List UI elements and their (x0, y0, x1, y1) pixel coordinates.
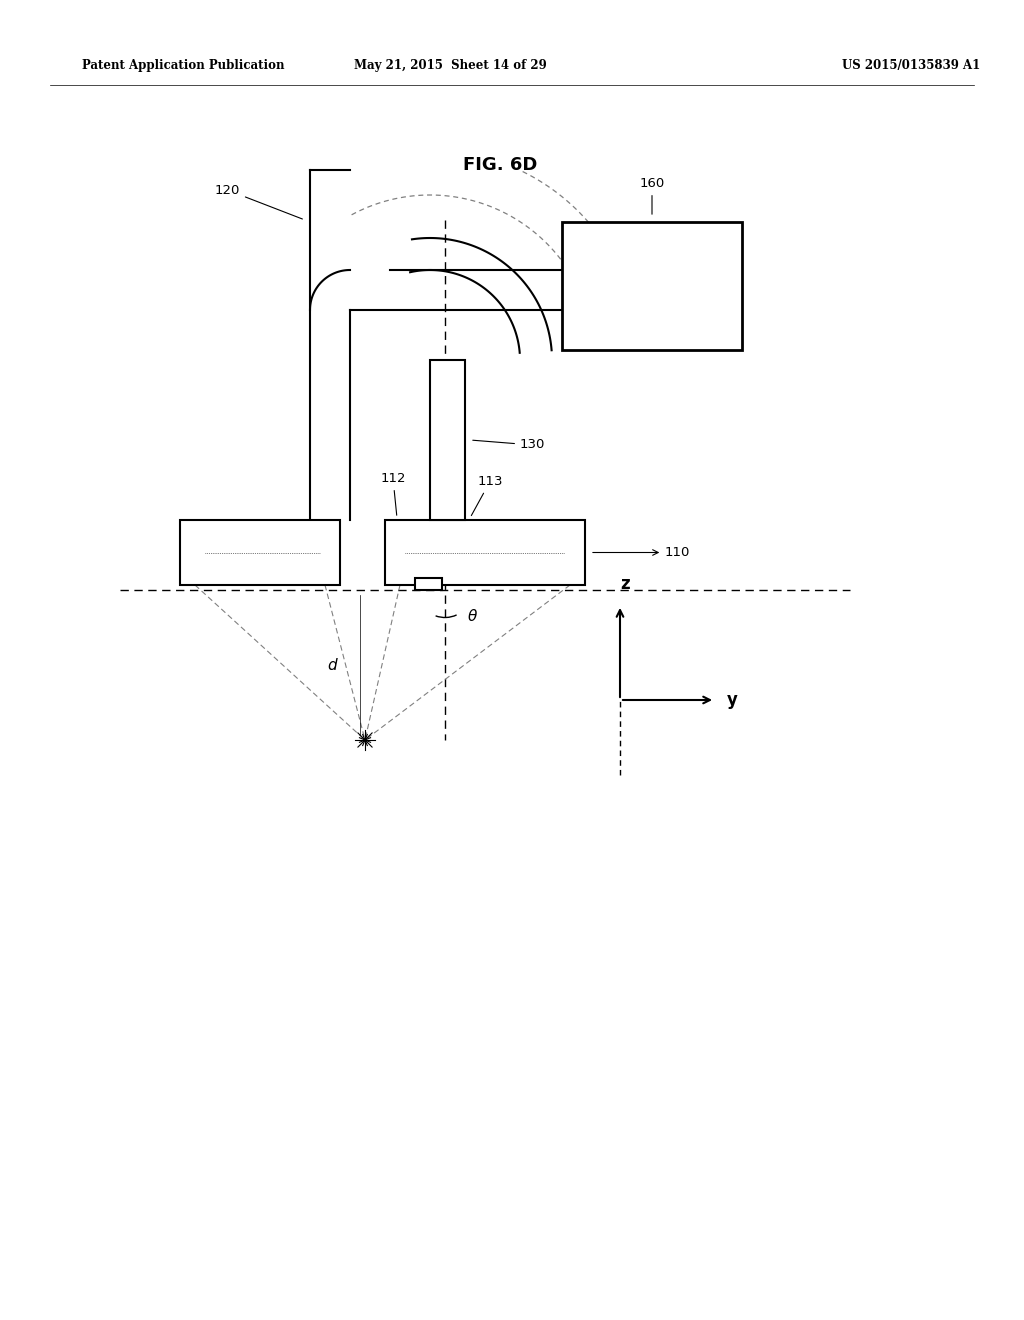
Text: $\theta$: $\theta$ (467, 609, 478, 624)
Text: FIG. 6D: FIG. 6D (463, 156, 538, 174)
Text: US 2015/0135839 A1: US 2015/0135839 A1 (842, 58, 980, 71)
Text: 130: 130 (473, 438, 546, 451)
Bar (430, 360, 465, 520)
Text: May 21, 2015  Sheet 14 of 29: May 21, 2015 Sheet 14 of 29 (353, 58, 547, 71)
Text: 113: 113 (471, 475, 503, 516)
Text: d: d (328, 657, 337, 672)
Text: y: y (727, 690, 738, 709)
Bar (385, 520, 585, 585)
Text: 160: 160 (639, 177, 665, 214)
Text: Patent Application Publication: Patent Application Publication (82, 58, 285, 71)
Text: 110: 110 (593, 546, 690, 558)
Bar (415, 578, 442, 590)
Bar (180, 520, 340, 585)
Text: 112: 112 (380, 473, 406, 515)
Bar (562, 222, 742, 350)
Text: 120: 120 (215, 183, 302, 219)
Text: z: z (621, 576, 630, 593)
